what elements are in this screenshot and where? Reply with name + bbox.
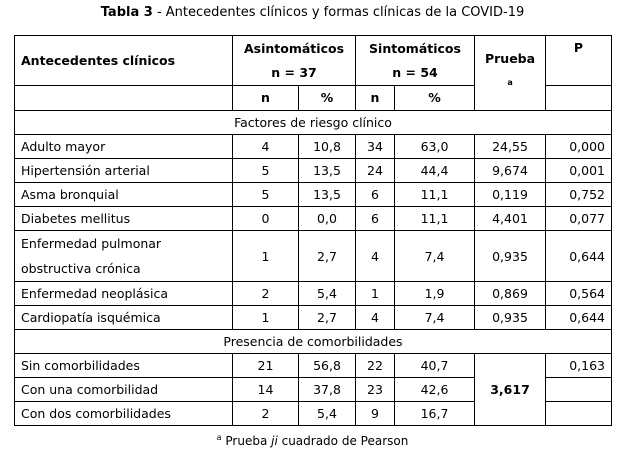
- asint-n: 0: [232, 206, 299, 231]
- header-empty-p: [545, 85, 613, 111]
- row-label: Enfermedad neoplásica: [14, 281, 233, 306]
- asint-pct: 5,4: [298, 401, 356, 426]
- row-label: Con dos comorbilidades: [14, 401, 233, 426]
- header-sintomaticos: Sintomáticos n = 54: [354, 35, 476, 86]
- p-value: [545, 401, 613, 426]
- asint-pct: 13,5: [298, 158, 356, 183]
- row-label: Hipertensión arterial: [14, 158, 233, 183]
- sint-n: 23: [355, 377, 395, 402]
- table-row: Con dos comorbilidades 2 5,4 9 16,7: [14, 401, 613, 426]
- table-row: Adulto mayor 4 10,8 34 63,0 24,55 0,000: [14, 134, 613, 159]
- sint-n: 4: [355, 230, 395, 282]
- sint-pct: 40,7: [393, 353, 476, 378]
- p-value: 0,644: [545, 305, 613, 330]
- p-value: 0,077: [545, 206, 613, 231]
- header-pct-sint: %: [393, 85, 476, 111]
- header-n-asint: n: [232, 85, 299, 111]
- p-value: 0,644: [545, 230, 613, 282]
- section-header: Factores de riesgo clínico: [13, 110, 613, 135]
- sint-pct: 7,4: [393, 305, 476, 330]
- asint-n: 21: [232, 353, 299, 378]
- asint-n: 1: [232, 305, 299, 330]
- prueba-value: 4,401: [474, 206, 547, 231]
- prueba-value: 0,935: [474, 305, 547, 330]
- asint-n: 1: [232, 230, 299, 282]
- header-antecedentes: Antecedentes clínicos: [14, 35, 233, 86]
- row-label: Adulto mayor: [14, 134, 233, 159]
- asint-n: 2: [232, 281, 299, 306]
- row-label: Asma bronquial: [14, 182, 233, 207]
- asint-pct: 0,0: [298, 206, 356, 231]
- asint-n: 5: [232, 182, 299, 207]
- p-value: 0,000: [545, 134, 613, 159]
- p-value: 0,163: [545, 353, 613, 378]
- asint-pct: 2,7: [298, 230, 356, 282]
- table-row: Diabetes mellitus 0 0,0 6 11,1 4,401 0,077: [14, 206, 613, 231]
- sint-pct: 7,4: [393, 230, 476, 282]
- asint-pct: 13,5: [298, 182, 356, 207]
- asint-n: 2: [232, 401, 299, 426]
- prueba-value: 0,869: [474, 281, 547, 306]
- sint-pct: 11,1: [393, 182, 476, 207]
- footnote: a Prueba ji cuadrado de Pearson: [216, 433, 409, 448]
- header-prueba: Prueba a: [474, 35, 547, 111]
- row-label: Diabetes mellitus: [14, 206, 233, 231]
- p-value: 0,001: [545, 158, 613, 183]
- sint-pct: 63,0: [393, 134, 476, 159]
- table-row: Con una comorbilidad 14 37,8 23 42,6: [14, 377, 613, 402]
- prueba-value: 0,935: [474, 230, 547, 282]
- sint-pct: 11,1: [393, 206, 476, 231]
- asint-pct: 37,8: [298, 377, 356, 402]
- table-caption: - Antecedentes clínicos y formas clínica…: [152, 5, 525, 20]
- p-value: 0,564: [545, 281, 613, 306]
- asint-n: 5: [232, 158, 299, 183]
- sint-n: 1: [355, 281, 395, 306]
- row-label: Sin comorbilidades: [14, 353, 233, 378]
- table-row: Cardiopatía isquémica 1 2,7 4 7,4 0,935 0,644: [14, 305, 613, 330]
- header-n-sint: n: [355, 85, 395, 111]
- data-table: Antecedentes clínicos Asintomáticos n = 3…: [13, 35, 613, 426]
- asint-n: 4: [232, 134, 299, 159]
- p-value: 0,752: [545, 182, 613, 207]
- sint-n: 6: [355, 206, 395, 231]
- header-empty: [14, 85, 233, 111]
- sint-pct: 1,9: [393, 281, 476, 306]
- asint-n: 14: [232, 377, 299, 402]
- table-row: Enfermedad pulmonar obstructiva crónica 1…: [14, 230, 613, 282]
- row-label: Con una comorbilidad: [14, 377, 233, 402]
- table-row: Hipertensión arterial 5 13,5 24 44,4 9,674 0,0…: [14, 158, 613, 183]
- sint-pct: 42,6: [393, 377, 476, 402]
- sint-n: 9: [355, 401, 395, 426]
- header-p: P: [545, 35, 613, 86]
- asint-pct: 10,8: [298, 134, 356, 159]
- sint-n: 6: [355, 182, 395, 207]
- sint-n: 34: [355, 134, 395, 159]
- section-header: Presencia de comorbilidades: [13, 329, 613, 354]
- prueba-value: 24,55: [474, 134, 547, 159]
- table-label: Tabla 3: [100, 5, 153, 20]
- sint-pct: 16,7: [393, 401, 476, 426]
- asint-pct: 5,4: [298, 281, 356, 306]
- prueba-value: 0,119: [474, 182, 547, 207]
- sint-pct: 44,4: [393, 158, 476, 183]
- sint-n: 24: [355, 158, 395, 183]
- header-asintomaticos: Asintomáticos n = 37: [232, 35, 356, 86]
- prueba-value: 3,617: [474, 353, 547, 426]
- table-row: Enfermedad neoplásica 2 5,4 1 1,9 0,869 0,564: [14, 281, 613, 306]
- header-pct-asint: %: [298, 85, 356, 111]
- table-row: Asma bronquial 5 13,5 6 11,1 0,119 0,752: [14, 182, 613, 207]
- row-label: Cardiopatía isquémica: [14, 305, 233, 330]
- sint-n: 4: [355, 305, 395, 330]
- row-label: Enfermedad pulmonar obstructiva crónica: [14, 230, 233, 282]
- asint-pct: 56,8: [298, 353, 356, 378]
- sint-n: 22: [355, 353, 395, 378]
- table-row: Sin comorbilidades 21 56,8 22 40,7 3,617 0,163: [14, 353, 613, 426]
- asint-pct: 2,7: [298, 305, 356, 330]
- table-title: Tabla 3 - Antecedentes clínicos y formas…: [0, 5, 625, 20]
- p-value: [545, 377, 613, 402]
- prueba-value: 9,674: [474, 158, 547, 183]
